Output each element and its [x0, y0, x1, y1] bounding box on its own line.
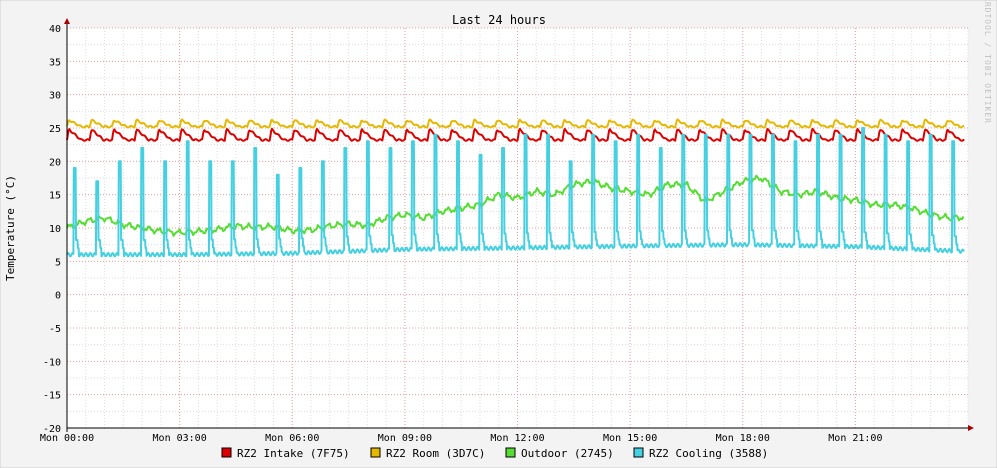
- y-tick-label: -5: [49, 324, 61, 335]
- x-tick-label: Mon 12:00: [490, 433, 544, 444]
- x-tick-label: Mon 21:00: [828, 433, 882, 444]
- y-tick-label: 10: [49, 224, 61, 235]
- y-axis-label: Temperature (°C): [4, 175, 17, 281]
- x-axis-arrow-icon: [968, 425, 974, 431]
- y-tick-label: 40: [49, 24, 61, 35]
- x-tick-label: Mon 18:00: [716, 433, 770, 444]
- y-tick-label: 25: [49, 124, 61, 135]
- y-tick-label: 30: [49, 91, 61, 102]
- legend-label: Outdoor (2745): [521, 447, 614, 460]
- y-tick-label: 0: [55, 291, 61, 302]
- y-tick-label: 35: [49, 57, 61, 68]
- x-tick-label: Mon 00:00: [40, 433, 94, 444]
- x-tick-label: Mon 15:00: [603, 433, 657, 444]
- watermark: RRDTOOL / TOBI OETIKER: [983, 0, 992, 124]
- y-tick-label: 5: [55, 257, 61, 268]
- y-axis-arrow-icon: [64, 18, 70, 24]
- series-layer: [66, 118, 965, 258]
- y-tick-label: -15: [43, 391, 61, 402]
- x-tick-label: Mon 06:00: [265, 433, 319, 444]
- y-tick-labels: 40 35 30 25 20 15 10 5 0 -5 -10 -15 -20: [43, 24, 61, 435]
- legend-swatch: [221, 447, 232, 458]
- y-tick-label: -20: [43, 424, 61, 435]
- x-tick-label: Mon 03:00: [153, 433, 207, 444]
- series-line-0: [66, 127, 965, 142]
- series-line-1: [66, 118, 965, 129]
- legend-swatch: [370, 447, 381, 458]
- y-tick-label: 15: [49, 191, 61, 202]
- x-tick-labels: Mon 00:00 Mon 03:00 Mon 06:00 Mon 09:00 Mon …: [40, 433, 883, 444]
- chart-title: Last 24 hours: [452, 13, 546, 27]
- legend-swatch: [505, 447, 516, 458]
- legend-label: RZ2 Intake (7F75): [237, 447, 350, 460]
- axes: [64, 18, 974, 432]
- legend: RZ2 Intake (7F75) RZ2 Room (3D7C) Outdoor …: [221, 447, 768, 460]
- legend-label: RZ2 Room (3D7C): [386, 447, 485, 460]
- series-line-2: [66, 174, 965, 237]
- y-tick-label: -10: [43, 357, 61, 368]
- legend-swatch: [633, 447, 644, 458]
- series-line-3: [66, 127, 965, 258]
- y-tick-label: 20: [49, 157, 61, 168]
- x-tick-label: Mon 09:00: [378, 433, 432, 444]
- legend-label: RZ2 Cooling (3588): [649, 447, 768, 460]
